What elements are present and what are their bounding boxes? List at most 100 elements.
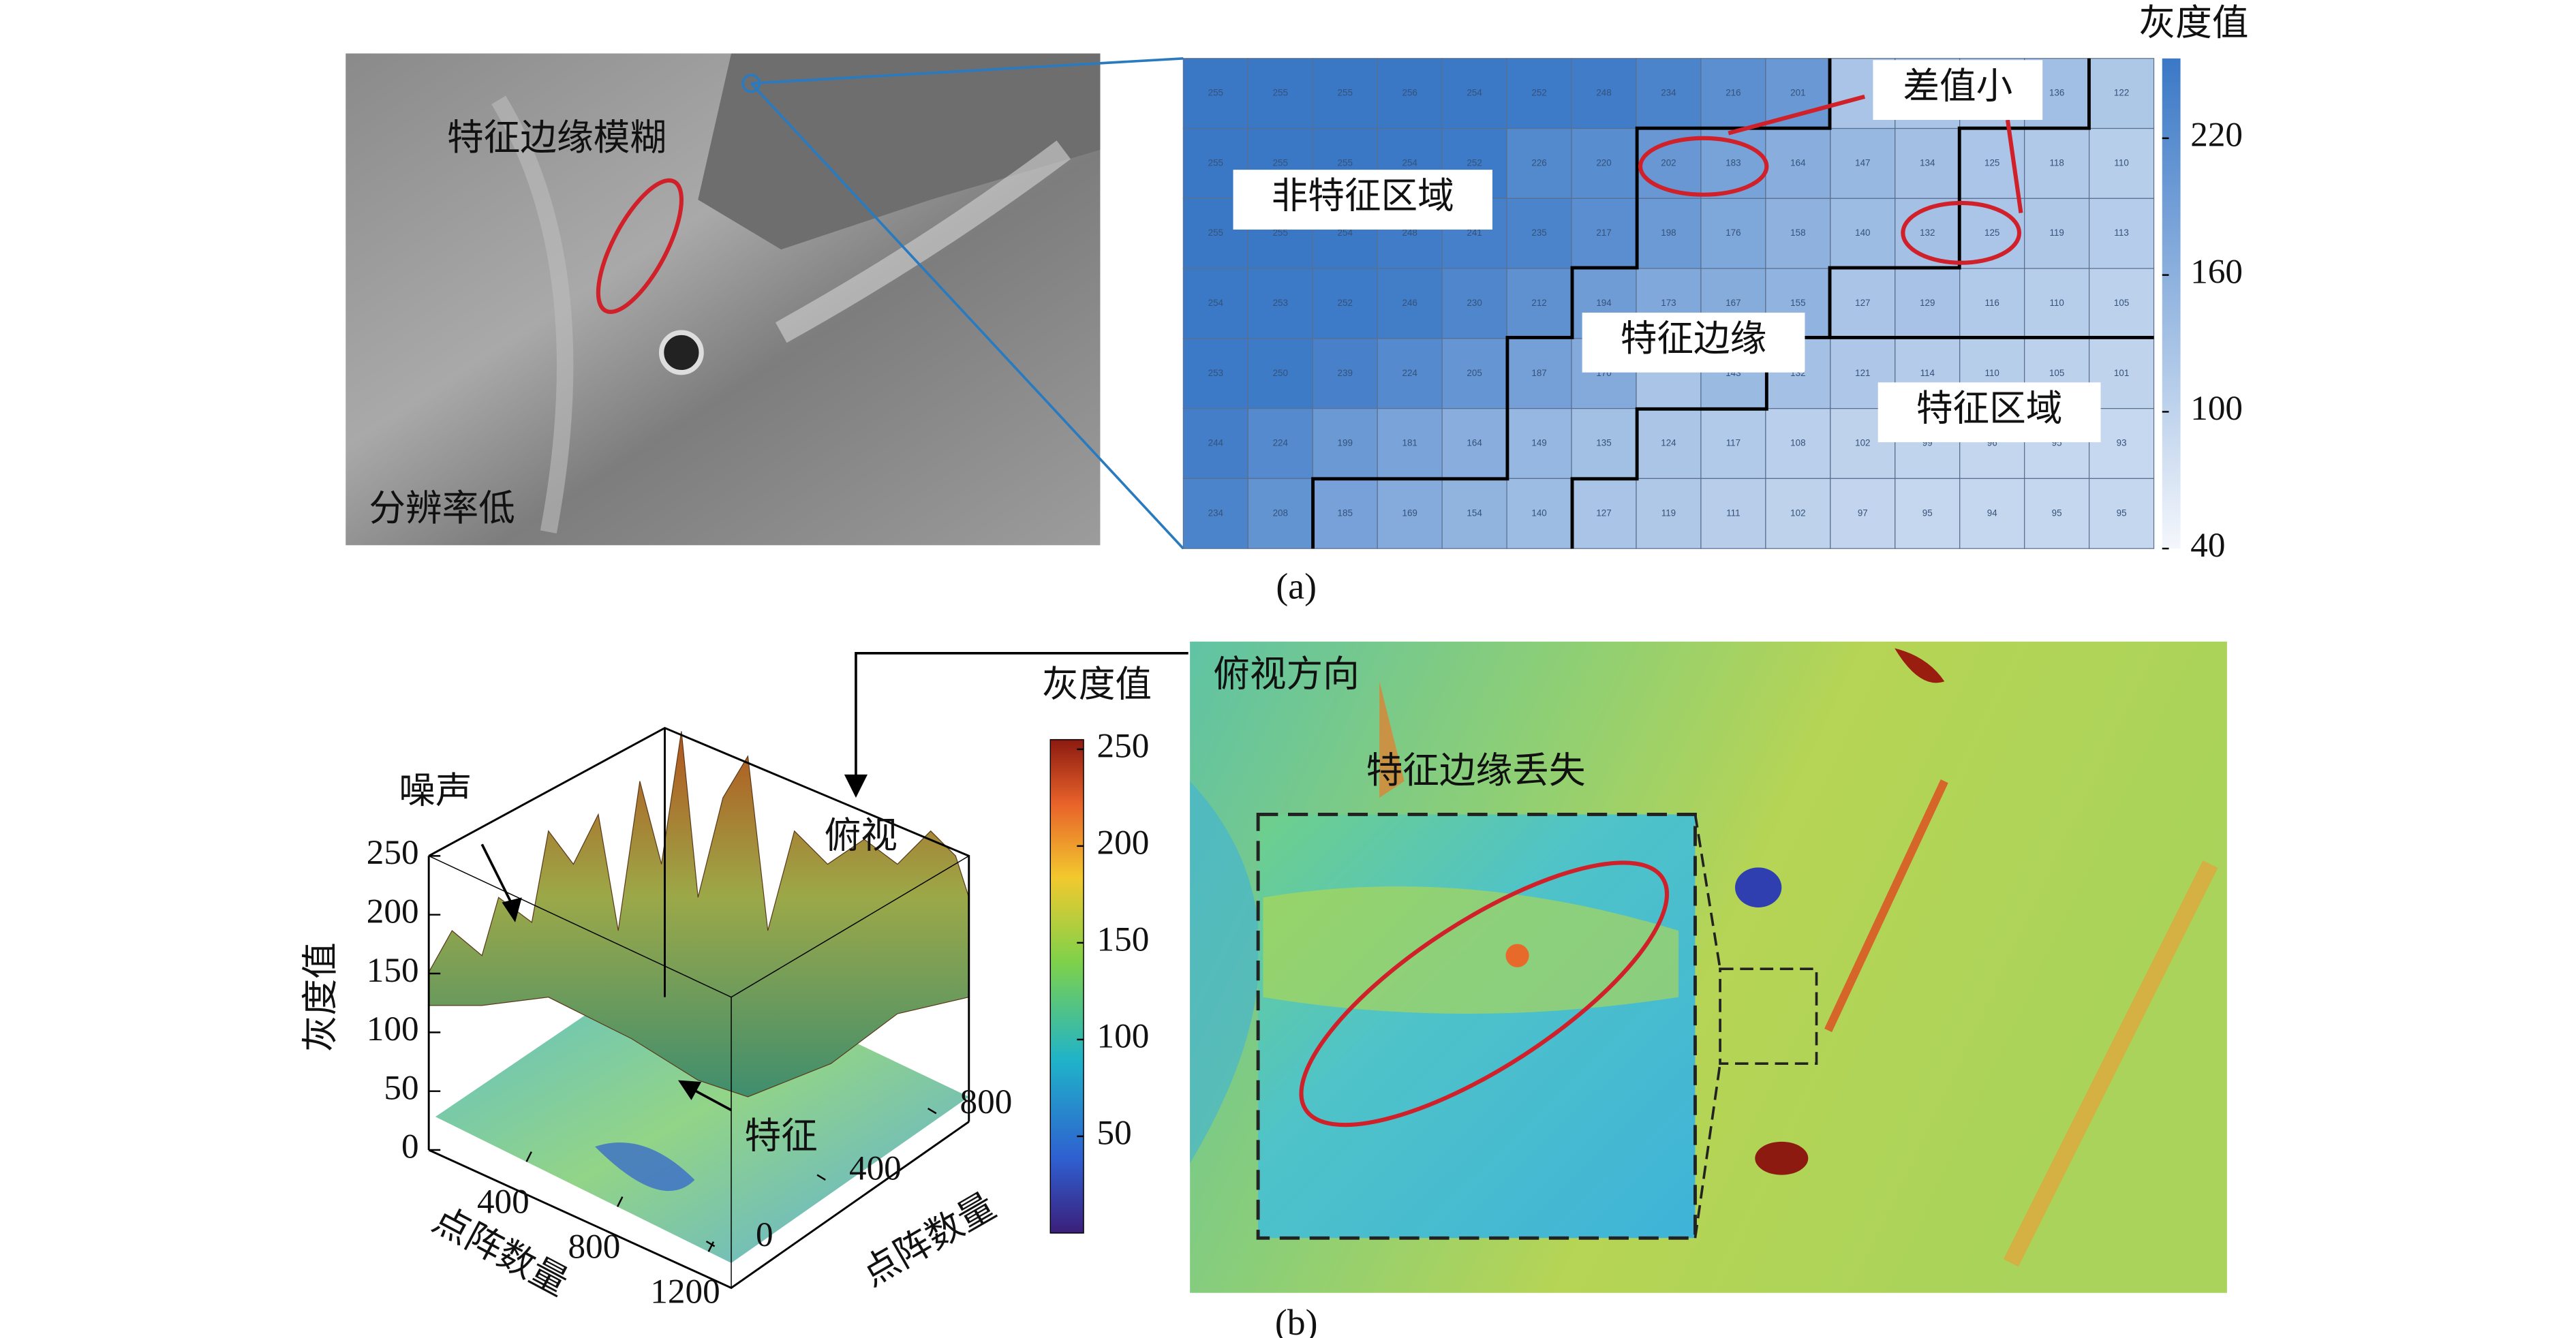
grid-cell bbox=[1441, 58, 1507, 129]
region-label: 特征区域 bbox=[1916, 388, 2063, 429]
colorbar-tick-label: 250 bbox=[1097, 727, 1150, 766]
cell-value: 97 bbox=[1858, 508, 1868, 518]
cell-value: 216 bbox=[1726, 88, 1741, 98]
colorbar-label: 灰度值 bbox=[1042, 664, 1152, 704]
grid-cell bbox=[1312, 408, 1378, 480]
grid-cell bbox=[1830, 478, 1896, 549]
grid-cell bbox=[1571, 408, 1637, 480]
grid-cell bbox=[1247, 338, 1313, 409]
grid-cell bbox=[1895, 478, 1961, 549]
cell-value: 255 bbox=[1273, 228, 1288, 238]
grid-cell bbox=[1765, 408, 1831, 480]
cell-value: 252 bbox=[1531, 88, 1546, 98]
cell-value: 235 bbox=[1531, 228, 1546, 238]
cell-value: 239 bbox=[1338, 368, 1353, 378]
grid-cell bbox=[1700, 198, 1766, 269]
cell-value: 254 bbox=[1467, 88, 1482, 98]
colorbar-ticks: 40 100 160 220 bbox=[2162, 116, 2243, 565]
cell-value: 244 bbox=[1208, 438, 1224, 448]
grid-cell bbox=[1441, 478, 1507, 549]
surface-plot bbox=[427, 652, 1189, 1290]
grid-cell bbox=[1700, 58, 1766, 129]
cell-value: 110 bbox=[1985, 368, 1999, 378]
cell-value: 255 bbox=[1338, 157, 1353, 168]
colorbar-tick-label: 100 bbox=[2190, 389, 2243, 428]
cell-value: 164 bbox=[1467, 438, 1482, 448]
grid-cell bbox=[1377, 58, 1443, 129]
cell-value: 255 bbox=[1338, 88, 1353, 98]
region-label: 特征边缘 bbox=[1621, 318, 1767, 359]
cell-value: 183 bbox=[1726, 157, 1741, 168]
cell-value: 185 bbox=[1338, 508, 1353, 518]
cell-value: 124 bbox=[1661, 438, 1676, 448]
y-tick-label: 0 bbox=[756, 1215, 773, 1254]
cell-value: 114 bbox=[1920, 368, 1935, 378]
z-tick-label: 150 bbox=[367, 951, 419, 990]
cell-value: 255 bbox=[1208, 228, 1223, 238]
cell-value: 101 bbox=[2114, 368, 2129, 378]
grid-cell bbox=[1247, 58, 1313, 129]
annotation: 噪声 bbox=[399, 770, 472, 811]
cell-value: 102 bbox=[1855, 438, 1870, 448]
cell-value: 199 bbox=[1338, 438, 1353, 448]
x-tick-label: 800 bbox=[568, 1227, 621, 1266]
tick-mark bbox=[525, 1151, 532, 1162]
colorbar-tick-label: 40 bbox=[2190, 526, 2225, 565]
cell-value: 136 bbox=[2049, 88, 2064, 98]
x-tick-label: 400 bbox=[477, 1182, 530, 1221]
grid-cell bbox=[1765, 478, 1831, 549]
grid-cell bbox=[1765, 198, 1831, 269]
cell-value: 198 bbox=[1661, 228, 1676, 238]
grid-cell bbox=[2024, 478, 2090, 549]
top-view-map bbox=[1190, 641, 2227, 1293]
cell-value: 95 bbox=[2052, 508, 2062, 518]
annotation: 特征 bbox=[745, 1116, 818, 1157]
grid-cell bbox=[1636, 478, 1702, 549]
cell-value: 241 bbox=[1467, 228, 1482, 238]
cell-value: 248 bbox=[1402, 228, 1417, 238]
y-tick-label: 400 bbox=[849, 1149, 902, 1187]
colorbar-tick-label: 100 bbox=[1097, 1017, 1150, 1056]
cell-value: 102 bbox=[1790, 508, 1805, 518]
colorbar-tick-label: 200 bbox=[1097, 824, 1150, 862]
cell-value: 169 bbox=[1402, 508, 1417, 518]
annotation: 俯视 bbox=[825, 815, 898, 856]
label-box bbox=[1877, 382, 2101, 443]
cell-value: 95 bbox=[2117, 508, 2127, 518]
caption: (b) bbox=[1275, 1302, 1318, 1338]
cell-value: 108 bbox=[1790, 438, 1805, 448]
cell-value: 205 bbox=[1467, 368, 1482, 378]
grid-cell bbox=[1182, 478, 1248, 549]
tick-mark bbox=[927, 1107, 937, 1115]
cell-value: 255 bbox=[1208, 88, 1223, 98]
cell-value: 110 bbox=[2049, 298, 2064, 308]
cell-value: 230 bbox=[1467, 298, 1482, 308]
gray-grid: 255 255 255 256 254 252 248 234 216 201 136 122 255 2… bbox=[1182, 58, 2155, 549]
cell-value: 119 bbox=[2049, 228, 2064, 238]
cell-value: 253 bbox=[1273, 298, 1288, 308]
grid-cell bbox=[2089, 198, 2155, 269]
cell-value: 254 bbox=[1208, 298, 1224, 308]
cell-value: 256 bbox=[1402, 88, 1417, 98]
cell-value: 234 bbox=[1208, 508, 1224, 518]
cell-value: 255 bbox=[1273, 157, 1288, 168]
cell-value: 181 bbox=[1402, 438, 1417, 448]
cell-value: 255 bbox=[1273, 88, 1288, 98]
image-label: 特征边缘模糊 bbox=[447, 117, 666, 158]
cell-value: 187 bbox=[1531, 368, 1546, 378]
cell-value: 246 bbox=[1402, 298, 1417, 308]
grid-cell bbox=[1247, 478, 1313, 549]
cell-value: 116 bbox=[1985, 298, 1999, 308]
grid-cell bbox=[1247, 408, 1313, 480]
cell-value: 154 bbox=[1467, 508, 1482, 518]
grid-cell bbox=[1182, 268, 1248, 339]
grid-cell bbox=[1765, 58, 1831, 129]
region-label: 非特征区域 bbox=[1272, 175, 1454, 216]
cell-value: 119 bbox=[1661, 508, 1676, 518]
grid-cell bbox=[1312, 268, 1378, 339]
cell-value: 164 bbox=[1790, 157, 1806, 168]
cell-value: 167 bbox=[1726, 298, 1741, 308]
colorbar-label: 灰度值 bbox=[2139, 3, 2249, 44]
cell-value: 254 bbox=[1402, 157, 1417, 168]
